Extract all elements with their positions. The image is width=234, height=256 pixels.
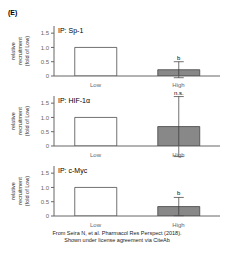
svg-text:0: 0: [46, 143, 50, 149]
svg-text:relativerecruitment(fold of Lo: relativerecruitment(fold of Low): [10, 36, 29, 66]
svg-text:Low: Low: [90, 222, 102, 228]
svg-text:1.0: 1.0: [41, 115, 50, 121]
html-text:IP: Sp-1: IP: Sp-1: [58, 27, 84, 34]
svg-text:0.5: 0.5: [41, 59, 50, 65]
svg-text:1.5: 1.5: [41, 30, 50, 36]
svg-text:n.s.: n.s.: [174, 90, 184, 96]
svg-text:b: b: [177, 190, 181, 196]
svg-text:0: 0: [46, 213, 50, 219]
svg-text:0.5: 0.5: [41, 129, 50, 135]
html-text:(E): (E): [8, 9, 18, 16]
html-text:IP: c-Myc: IP: c-Myc: [58, 167, 88, 174]
svg-text:0: 0: [46, 73, 50, 79]
svg-text:1.0: 1.0: [41, 45, 50, 51]
svg-text:relativerecruitment(fold of Lo: relativerecruitment(fold of Low): [10, 106, 29, 136]
svg-text:1.5: 1.5: [41, 170, 50, 176]
svg-text:1.5: 1.5: [41, 100, 50, 106]
html-text:From Seira N, et al. Pharmacol: From Seira N, et al. Pharmacol Res Persp…: [52, 230, 182, 243]
svg-text:Low: Low: [90, 82, 102, 88]
svg-text:b: b: [177, 55, 181, 61]
html-text:IP: HIF-1α: IP: HIF-1α: [58, 97, 91, 104]
svg-text:High: High: [172, 82, 184, 88]
svg-text:0.5: 0.5: [41, 199, 50, 205]
svg-text:relativerecruitment(fold of Lo: relativerecruitment(fold of Low): [10, 176, 29, 206]
svg-text:High: High: [172, 222, 184, 228]
svg-text:Low: Low: [90, 152, 102, 158]
svg-text:1.0: 1.0: [41, 185, 50, 191]
svg-text:High: High: [172, 152, 184, 158]
